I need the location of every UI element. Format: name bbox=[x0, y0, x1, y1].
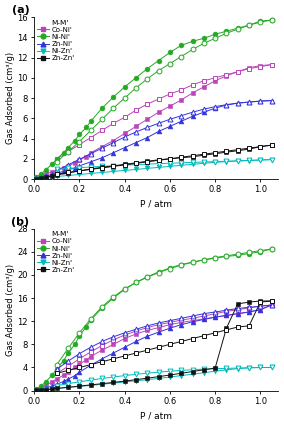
Text: (b): (b) bbox=[11, 217, 29, 227]
X-axis label: P / atm: P / atm bbox=[140, 200, 172, 209]
Legend: M-M', Co-Ni', Ni-Ni', Zn-Ni', Ni-Zn', Zn-Zn': M-M', Co-Ni', Ni-Ni', Zn-Ni', Ni-Zn', Zn… bbox=[36, 231, 75, 273]
Text: (a): (a) bbox=[12, 6, 29, 15]
Legend: M-M', Co-Ni', Ni-Ni', Zn-Ni', Ni-Zn', Zn-Zn': M-M', Co-Ni', Ni-Ni', Zn-Ni', Ni-Zn', Zn… bbox=[36, 19, 75, 62]
X-axis label: P / atm: P / atm bbox=[140, 412, 172, 420]
Y-axis label: Gas Adsorbed (cm³/g): Gas Adsorbed (cm³/g) bbox=[6, 264, 14, 356]
Y-axis label: Gas Adsorbed (cm³/g): Gas Adsorbed (cm³/g) bbox=[6, 52, 14, 144]
